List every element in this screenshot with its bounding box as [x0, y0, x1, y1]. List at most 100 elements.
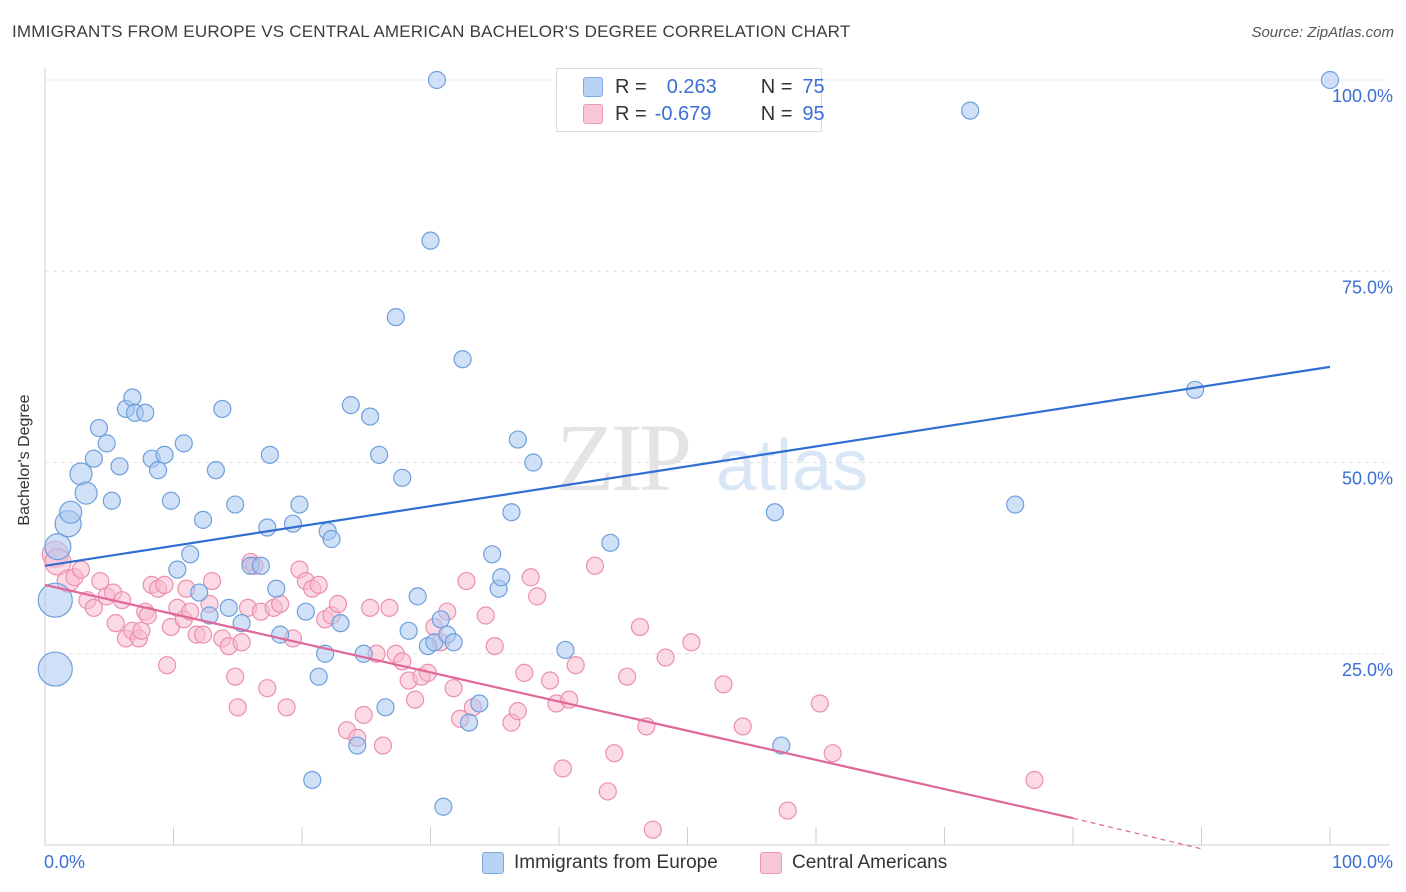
x-axis-min-label: 0.0%	[44, 852, 86, 872]
data-point-central-americans	[277, 698, 296, 717]
data-point-europe	[421, 231, 440, 250]
data-point-central-americans	[354, 705, 373, 725]
bottom-legend-label: Immigrants from Europe	[514, 852, 718, 873]
data-point-europe	[492, 568, 511, 587]
data-point-europe	[459, 713, 479, 732]
chart-title: IMMIGRANTS FROM EUROPE VS CENTRAL AMERIC…	[12, 22, 851, 41]
data-point-europe	[110, 457, 129, 476]
data-point-europe	[331, 614, 350, 633]
data-point-europe	[148, 461, 168, 480]
data-point-europe	[206, 461, 226, 480]
bottom-legend-swatch-blue	[482, 852, 504, 874]
legend-swatch-pink	[583, 104, 603, 124]
data-point-europe	[303, 770, 322, 790]
trend-line-central-americans	[44, 583, 1074, 820]
data-point-europe	[961, 101, 980, 120]
data-point-europe	[219, 598, 238, 617]
data-point-central-americans	[444, 679, 463, 698]
data-point-central-americans	[630, 617, 650, 637]
data-point-central-americans	[157, 656, 177, 675]
correlation-legend: R = 0.263 N = 75 R = -0.679 N = 95	[556, 68, 825, 132]
data-point-europe	[251, 556, 270, 575]
data-point-central-americans	[91, 571, 110, 591]
data-point-europe	[84, 449, 103, 468]
data-point-central-americans	[810, 694, 829, 713]
data-point-europe	[341, 396, 360, 415]
data-point-central-americans	[228, 698, 247, 717]
trend-line-extension	[1072, 817, 1202, 850]
data-point-europe	[168, 560, 187, 579]
data-point-central-americans	[309, 575, 328, 595]
data-point-central-americans	[528, 587, 547, 606]
data-point-europe	[161, 491, 181, 510]
data-point-central-americans	[643, 820, 662, 839]
data-point-europe	[136, 403, 155, 422]
data-point-europe	[213, 399, 232, 419]
data-point-central-americans	[682, 633, 701, 652]
data-point-europe	[296, 602, 315, 621]
data-point-europe	[283, 514, 303, 533]
data-point-europe	[267, 579, 286, 598]
data-point-europe	[434, 797, 453, 816]
data-point-europe	[322, 529, 341, 549]
data-point-central-americans	[540, 671, 560, 690]
data-point-europe	[200, 606, 219, 625]
immigrants-europe-points	[37, 70, 1340, 816]
data-point-europe	[226, 495, 245, 514]
y-tick-label: 50.0%	[1342, 469, 1393, 489]
trend-line-europe	[44, 365, 1331, 567]
data-point-central-americans	[553, 759, 572, 778]
bottom-legend-label: Central Americans	[792, 852, 948, 873]
data-point-europe	[174, 434, 193, 453]
data-point-europe	[431, 610, 450, 629]
data-point-europe	[427, 70, 447, 90]
data-point-europe	[772, 736, 791, 755]
data-point-europe	[453, 350, 472, 369]
data-point-europe	[37, 651, 73, 687]
data-point-central-americans	[508, 702, 527, 721]
data-point-central-americans	[485, 636, 504, 656]
data-point-europe	[508, 430, 527, 449]
data-point-europe	[69, 462, 93, 486]
data-point-europe	[393, 468, 412, 487]
data-point-central-americans	[714, 675, 733, 694]
data-point-europe	[232, 614, 251, 633]
data-point-central-americans	[202, 571, 222, 591]
data-point-europe	[399, 621, 418, 640]
data-point-europe	[601, 533, 620, 552]
data-point-europe	[524, 453, 543, 472]
axes	[44, 68, 1390, 846]
data-point-central-americans	[193, 625, 213, 644]
data-point-central-americans	[373, 736, 393, 755]
data-point-europe	[102, 491, 121, 510]
data-point-europe	[181, 545, 200, 564]
data-point-central-americans	[778, 801, 797, 820]
data-point-central-americans	[733, 717, 752, 736]
data-point-europe	[502, 503, 521, 522]
legend-n-label: N =	[760, 75, 793, 98]
data-point-central-americans	[271, 594, 290, 614]
data-point-europe	[260, 445, 279, 464]
data-point-europe	[37, 582, 73, 618]
data-point-europe	[1185, 380, 1205, 399]
legend-n-label: N =	[760, 102, 793, 125]
data-point-central-americans	[823, 744, 842, 763]
data-point-central-americans	[598, 782, 617, 801]
data-point-central-americans	[585, 556, 605, 575]
data-point-central-americans	[226, 667, 245, 686]
data-point-central-americans	[566, 656, 585, 675]
data-point-central-americans	[521, 568, 540, 587]
data-point-central-americans	[232, 633, 251, 652]
data-point-europe	[1006, 495, 1025, 514]
trend-lines	[44, 365, 1331, 850]
legend-r-label: R =	[615, 102, 647, 125]
data-point-europe	[193, 510, 213, 529]
data-point-europe	[123, 388, 142, 407]
y-tick-label: 75.0%	[1342, 277, 1393, 297]
data-point-central-americans	[132, 621, 151, 640]
legend-swatch-blue	[583, 77, 603, 97]
data-point-europe	[74, 481, 98, 505]
data-point-europe	[348, 736, 367, 755]
legend-r-value: -0.679	[654, 102, 712, 125]
